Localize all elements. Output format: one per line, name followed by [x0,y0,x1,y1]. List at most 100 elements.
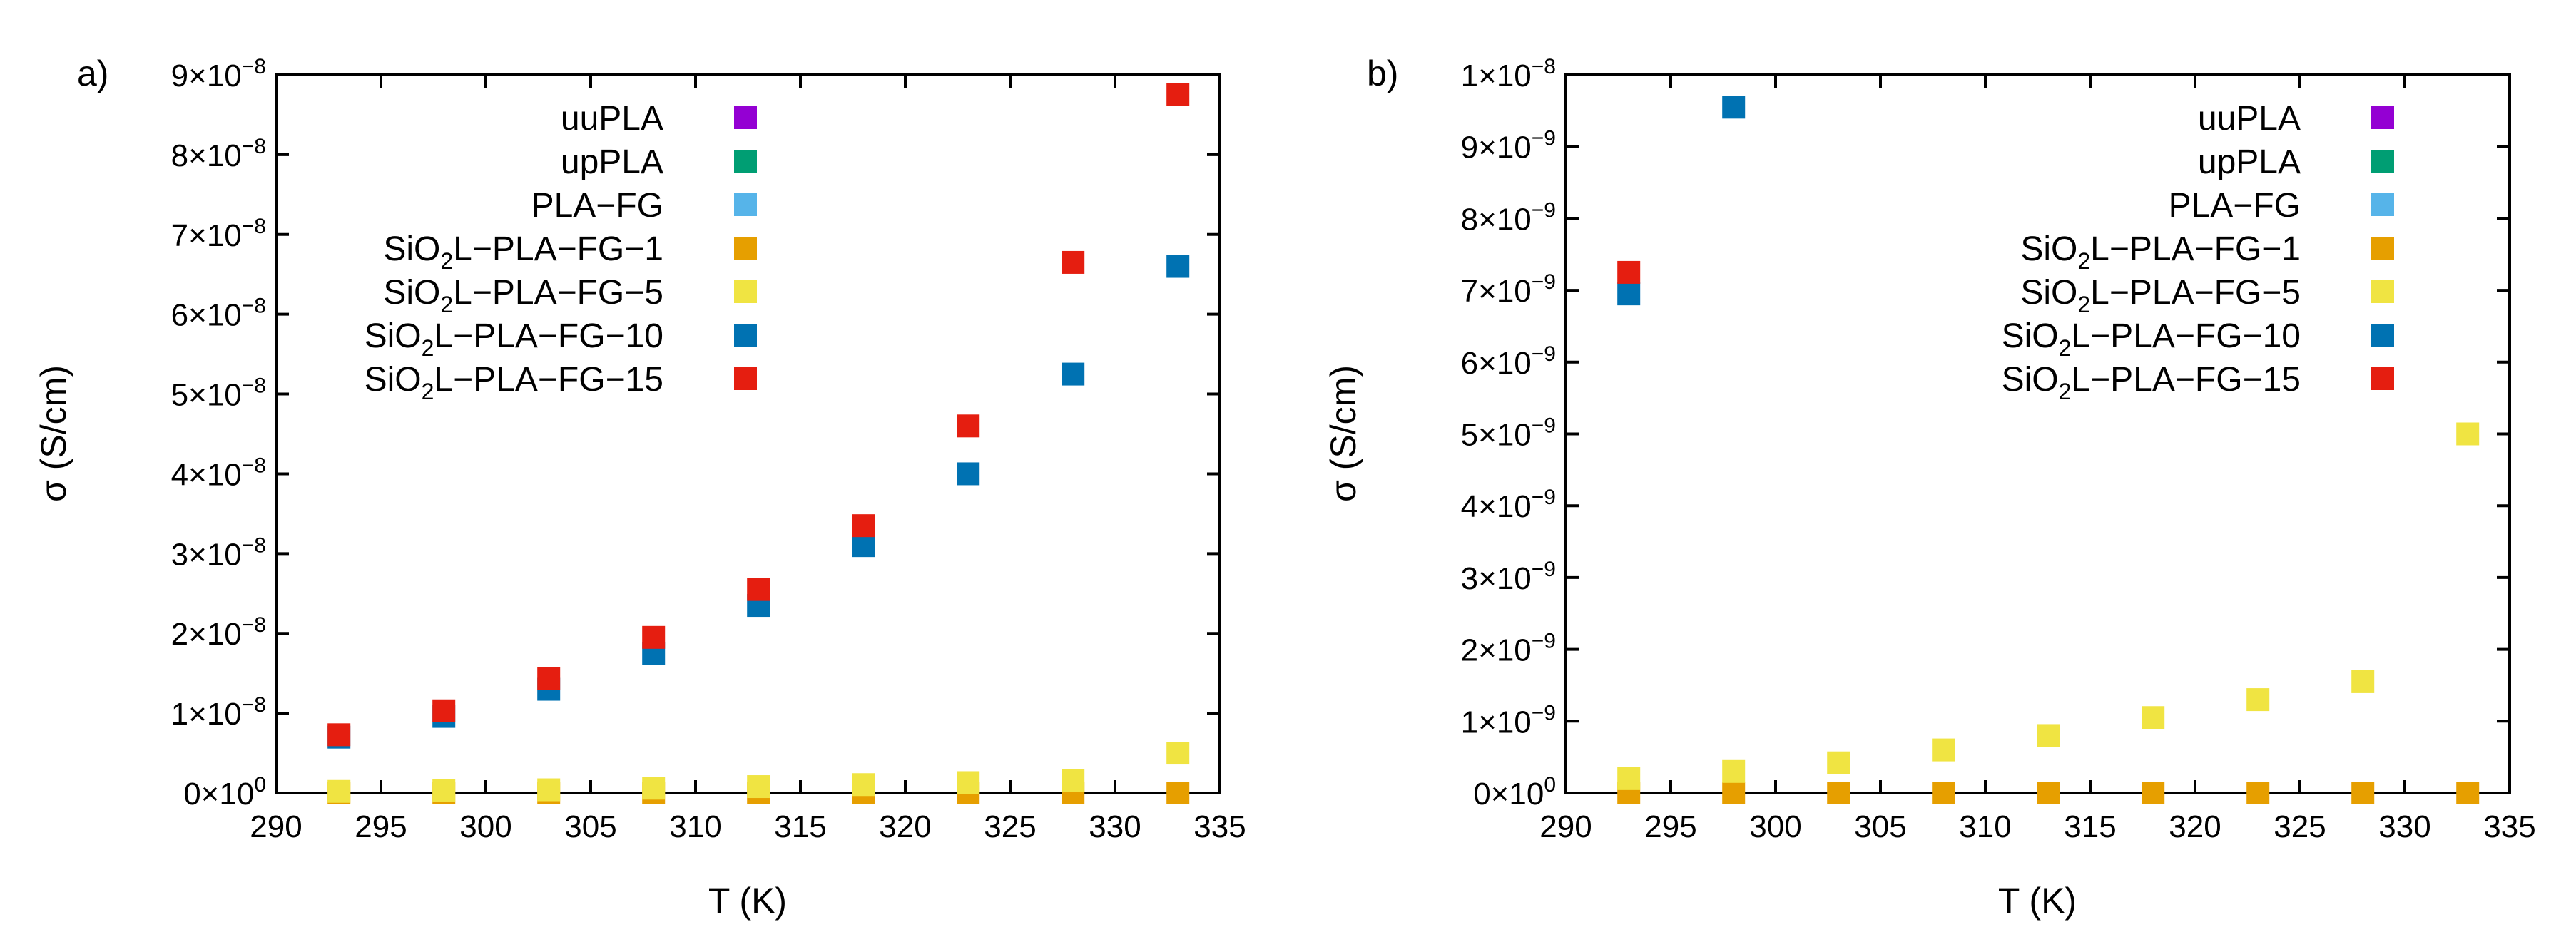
x-tick-label: 290 [1539,809,1592,844]
x-tick-label: 320 [879,809,931,844]
y-tick-label: 1×10−9 [1461,701,1556,739]
data-point [1932,738,1955,762]
x-tick-label: 335 [1193,809,1246,844]
y-axis-ticks: 0×100 1×10−8 2×10−8 3×10−8 4×10−8 5×10−8 6×10−… [171,55,1220,812]
legend-label: SiO2L−PLA−FG−15 [365,361,663,404]
legend-marker [2371,150,2394,173]
plot-frame [275,73,1221,794]
legend-label: SiO2L−PLA−FG−5 [383,274,663,317]
y-tick-label: 1×10−8 [1461,55,1556,93]
data-point [1617,767,1641,790]
data-point [2351,782,2375,804]
y-axis-label: σ (S/cm) [1323,365,1363,502]
legend: uuPLAupPLAPLA−FGSiO2L−PLA−FG−1SiO2L−PLA−… [2002,100,2394,404]
y-tick-label: 2×10−8 [171,613,266,652]
legend-marker [2371,237,2394,260]
legend-marker [734,193,757,216]
panel-label: a) [77,53,108,93]
x-tick-label: 305 [1854,809,1906,844]
x-tick-label: 335 [2483,809,2535,844]
data-point [642,625,666,649]
data-point [432,779,456,802]
legend-marker [2371,106,2394,129]
legend-label: PLA−FG [531,187,663,225]
legend: uuPLAupPLAPLA−FGSiO2L−PLA−FG−1SiO2L−PLA−… [365,100,757,404]
data-point [1166,782,1190,804]
data-point [537,778,561,802]
legend-label: SiO2L−PLA−FG−15 [2002,361,2301,404]
data-point [2351,670,2375,693]
x-tick-label: 330 [2378,809,2430,844]
data-point [2456,782,2480,804]
legend-marker [734,324,757,347]
y-tick-label: 3×10−8 [171,533,266,572]
x-tick-label: 315 [774,809,826,844]
x-tick-label: 325 [984,809,1036,844]
x-tick-label: 325 [2274,809,2326,844]
data-points [327,83,1190,804]
data-point [2142,706,2165,729]
legend-marker [2371,280,2394,303]
data-point [852,534,875,558]
data-point [747,578,770,601]
data-point [2037,724,2060,747]
y-tick-label: 6×10−9 [1461,342,1556,381]
y-tick-label: 5×10−8 [171,374,266,413]
legend-label: SiO2L−PLA−FG−1 [2020,230,2301,274]
legend-marker [734,367,757,390]
data-point [1166,742,1190,765]
legend-label: PLA−FG [2169,187,2301,225]
data-point [957,771,980,794]
y-tick-label: 1×10−8 [171,693,266,732]
data-point [1062,362,1085,386]
data-point [852,514,875,538]
y-axis-label: σ (S/cm) [34,365,73,502]
y-tick-label: 9×10−8 [171,55,266,93]
legend-label: SiO2L−PLA−FG−5 [2020,274,2301,317]
data-point [747,775,770,799]
x-axis-ticks: 290 295 300 305 310 315 320 325 330 335 [250,75,1246,844]
data-point [327,779,351,803]
x-tick-label: 290 [250,809,302,844]
data-point [957,462,980,486]
x-tick-label: 320 [2169,809,2221,844]
y-tick-label: 4×10−9 [1461,486,1556,524]
data-point [2246,782,2270,804]
data-points [1617,96,2480,804]
y-tick-label: 9×10−9 [1461,127,1556,165]
x-tick-label: 330 [1089,809,1141,844]
data-point [2142,782,2165,804]
x-tick-label: 315 [2064,809,2116,844]
y-tick-label: 7×10−8 [171,215,266,253]
x-tick-label: 295 [355,809,407,844]
data-point [1827,782,1850,804]
data-point [1617,260,1641,284]
x-tick-label: 305 [564,809,616,844]
y-tick-label: 0×100 [1473,773,1556,812]
x-tick-label: 300 [459,809,511,844]
data-point [2246,688,2270,712]
data-point [1722,782,1746,804]
legend-label: uuPLA [561,100,663,138]
data-point [1827,751,1850,774]
legend-label: upPLA [561,143,663,181]
legend-marker [734,280,757,303]
x-axis-ticks: 290 295 300 305 310 315 320 325 330 335 [1539,75,2536,844]
legend-marker [734,237,757,260]
data-point [957,414,980,438]
y-tick-label: 7×10−9 [1461,270,1556,309]
y-tick-label: 5×10−9 [1461,414,1556,453]
data-point [1166,255,1190,278]
x-tick-label: 295 [1644,809,1696,844]
y-tick-label: 8×10−9 [1461,198,1556,237]
data-point [327,723,351,747]
x-tick-label: 310 [669,809,721,844]
data-point [1062,769,1085,792]
x-axis-label: T (K) [708,881,787,921]
data-point [2456,422,2480,446]
legend-label: SiO2L−PLA−FG−1 [383,230,663,274]
data-point [1166,83,1190,106]
data-point [1062,250,1085,274]
data-point [852,773,875,797]
